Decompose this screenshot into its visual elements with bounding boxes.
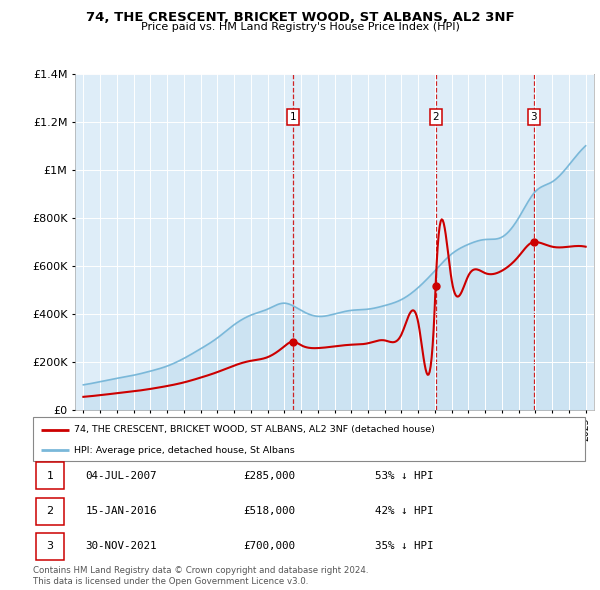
Text: Contains HM Land Registry data © Crown copyright and database right 2024.
This d: Contains HM Land Registry data © Crown c…	[33, 566, 368, 586]
Text: 74, THE CRESCENT, BRICKET WOOD, ST ALBANS, AL2 3NF: 74, THE CRESCENT, BRICKET WOOD, ST ALBAN…	[86, 11, 514, 24]
FancyBboxPatch shape	[36, 533, 64, 560]
Text: 53% ↓ HPI: 53% ↓ HPI	[375, 471, 434, 480]
Text: 1: 1	[47, 471, 53, 480]
Text: £285,000: £285,000	[243, 471, 295, 480]
Text: 15-JAN-2016: 15-JAN-2016	[85, 506, 157, 516]
Text: HPI: Average price, detached house, St Albans: HPI: Average price, detached house, St A…	[74, 446, 295, 455]
Text: 42% ↓ HPI: 42% ↓ HPI	[375, 506, 434, 516]
Text: 74, THE CRESCENT, BRICKET WOOD, ST ALBANS, AL2 3NF (detached house): 74, THE CRESCENT, BRICKET WOOD, ST ALBAN…	[74, 425, 435, 434]
Text: 35% ↓ HPI: 35% ↓ HPI	[375, 542, 434, 551]
FancyBboxPatch shape	[36, 498, 64, 525]
Text: 2: 2	[433, 112, 439, 122]
FancyBboxPatch shape	[36, 463, 64, 489]
Text: £518,000: £518,000	[243, 506, 295, 516]
Text: 04-JUL-2007: 04-JUL-2007	[85, 471, 157, 480]
FancyBboxPatch shape	[33, 417, 585, 461]
Text: 30-NOV-2021: 30-NOV-2021	[85, 542, 157, 551]
Text: £700,000: £700,000	[243, 542, 295, 551]
Text: 3: 3	[47, 542, 53, 551]
Text: 2: 2	[47, 506, 53, 516]
Text: 3: 3	[530, 112, 537, 122]
Text: 1: 1	[289, 112, 296, 122]
Text: Price paid vs. HM Land Registry's House Price Index (HPI): Price paid vs. HM Land Registry's House …	[140, 22, 460, 32]
